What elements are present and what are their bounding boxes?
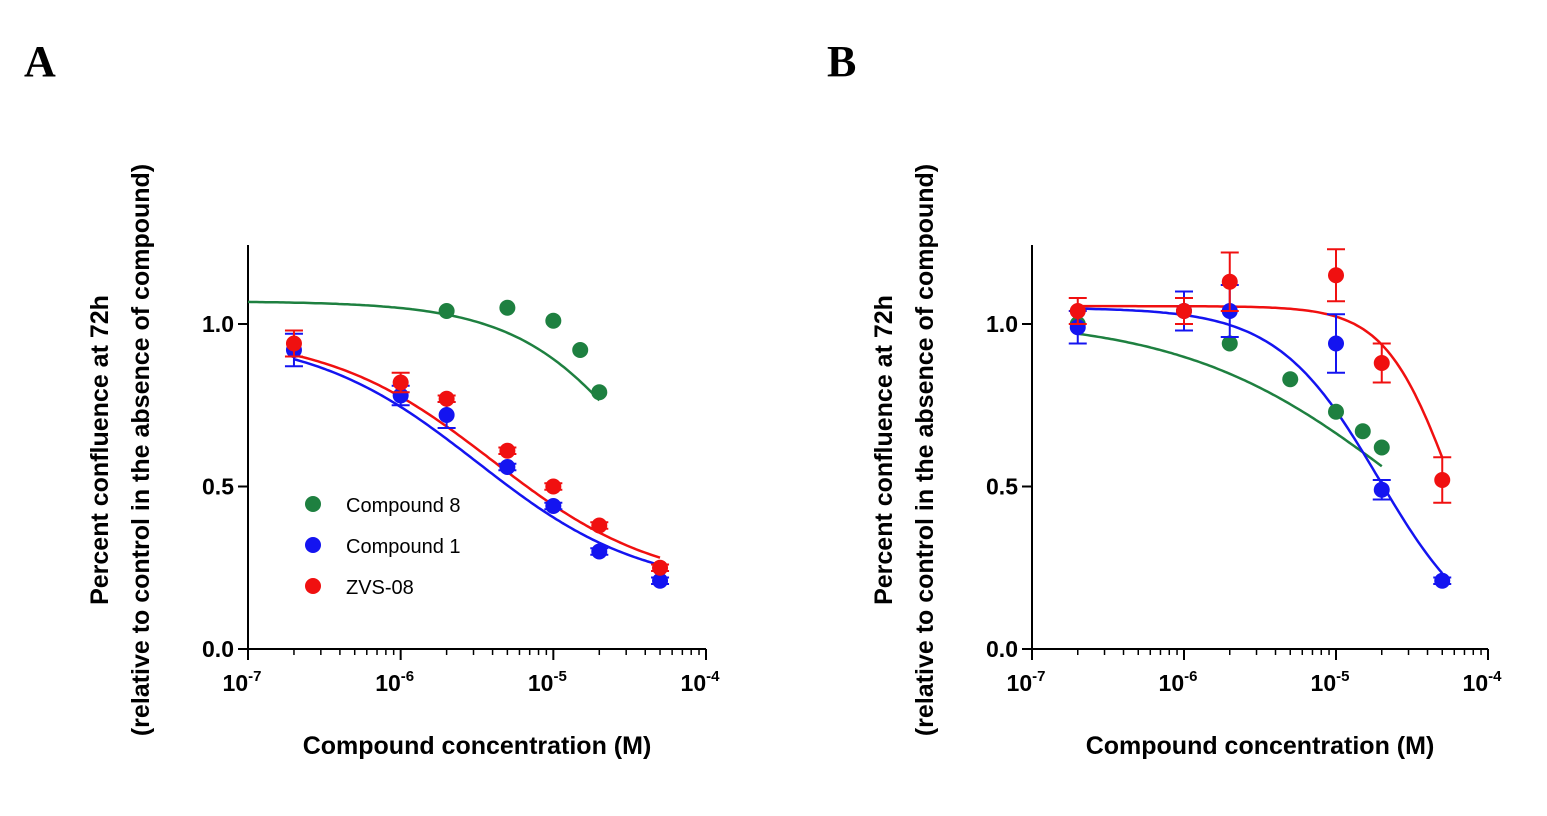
x-axis-title: Compound concentration (M) [303,732,652,760]
data-point-compound8 [1328,403,1344,420]
x-tick-base: 10 [528,670,554,696]
data-point-zvs08 [438,390,455,407]
data-point-compound1 [499,459,516,475]
x-tick-exponent: -4 [1488,668,1502,685]
x-tick-label: 10-5 [528,668,567,696]
data-point-zvs08 [1221,273,1238,290]
fit-curve-compound1 [293,357,661,567]
data-point-compound8 [499,299,516,316]
x-tick-base: 10 [375,670,401,696]
x-tick-label: 10-4 [1463,668,1503,696]
data-point-zvs08 [545,478,562,495]
data-point-compound8 [1282,371,1299,388]
data-point-compound8 [591,384,608,401]
data-point-compound8 [1373,439,1390,456]
panel-label-a: A [24,37,56,86]
x-tick-exponent: -5 [1336,668,1349,685]
data-point-compound8 [1354,423,1371,440]
fit-curve-compound1 [1077,307,1444,575]
x-tick-exponent: -6 [1184,668,1197,685]
x-tick-base: 10 [681,670,707,696]
data-point-zvs08 [1373,355,1390,371]
legend-label: ZVS-08 [346,577,414,599]
data-point-compound1 [652,572,669,589]
data-point-zvs08 [591,517,608,534]
x-tick-label: 10-6 [375,668,414,696]
x-tick-exponent: -4 [706,668,720,685]
data-point-zvs08 [1069,303,1086,319]
y-tick-label: 0.5 [202,474,234,500]
x-tick-base: 10 [1007,670,1033,696]
fit-curve-compound8 [247,300,601,402]
x-tick-label: 10-5 [1311,668,1350,696]
y-tick-label: 1.0 [986,311,1018,337]
y-axis-title: Percent confluence at 72h [870,295,898,605]
y-axis-title: Percent confluence at 72h [86,295,114,605]
y-tick-label: 0.0 [986,636,1018,662]
data-point-zvs08 [1328,267,1344,284]
y-axis-subtitle: (relative to control in the absence of c… [127,164,155,736]
data-point-compound1 [438,407,455,423]
legend-label: Compound 8 [346,495,461,517]
x-tick-exponent: -7 [248,668,261,685]
data-point-compound8 [572,342,589,358]
data-point-zvs08 [392,374,409,391]
x-axis-title: Compound concentration (M) [1086,732,1435,760]
x-tick-base: 10 [223,670,249,696]
legend-marker-zvs08 [305,578,321,594]
legend-marker-compound8 [305,496,321,512]
x-tick-exponent: -5 [553,668,566,685]
x-tick-exponent: -6 [401,668,414,685]
data-point-compound1 [1373,481,1390,498]
x-tick-base: 10 [1463,670,1489,696]
data-point-compound1 [545,498,562,514]
data-point-compound8 [545,312,562,329]
data-point-zvs08 [499,442,516,459]
y-tick-label: 0.0 [202,636,234,662]
x-tick-exponent: -7 [1032,668,1045,685]
x-tick-label: 10-7 [223,668,262,696]
legend-marker-compound1 [305,537,321,553]
data-point-compound1 [1328,335,1344,352]
panel-label-b: B [827,37,856,86]
y-tick-label: 1.0 [202,311,234,337]
data-point-zvs08 [285,335,302,352]
x-tick-label: 10-4 [681,668,721,696]
y-tick-label: 0.5 [986,474,1018,500]
data-point-zvs08 [1176,303,1192,319]
data-point-zvs08 [1434,472,1451,488]
x-tick-label: 10-6 [1159,668,1198,696]
data-point-zvs08 [652,559,669,576]
x-tick-base: 10 [1311,670,1337,696]
fit-curve-compound8 [1077,332,1383,468]
data-point-compound8 [438,303,455,319]
legend-label: Compound 1 [346,536,461,558]
data-point-compound1 [591,543,608,560]
data-point-compound8 [1221,335,1238,352]
data-point-compound1 [1434,572,1451,589]
x-tick-base: 10 [1159,670,1185,696]
y-axis-subtitle: (relative to control in the absence of c… [911,164,939,736]
x-tick-label: 10-7 [1007,668,1046,696]
